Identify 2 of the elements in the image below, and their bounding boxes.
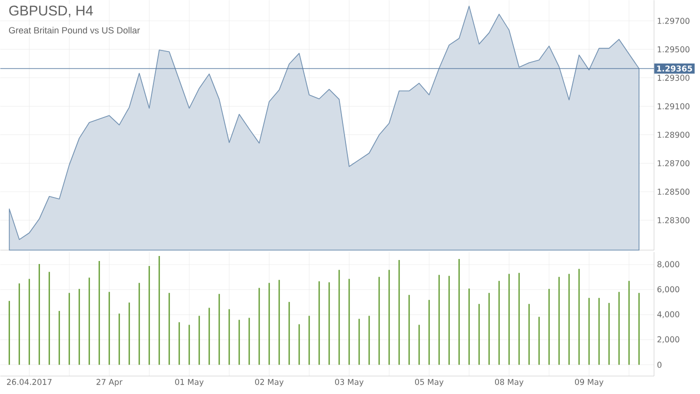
chart-title: GBPUSD, H4 — [9, 6, 93, 18]
text: Great Britain Pound vs US Dollar — [8, 26, 140, 34]
